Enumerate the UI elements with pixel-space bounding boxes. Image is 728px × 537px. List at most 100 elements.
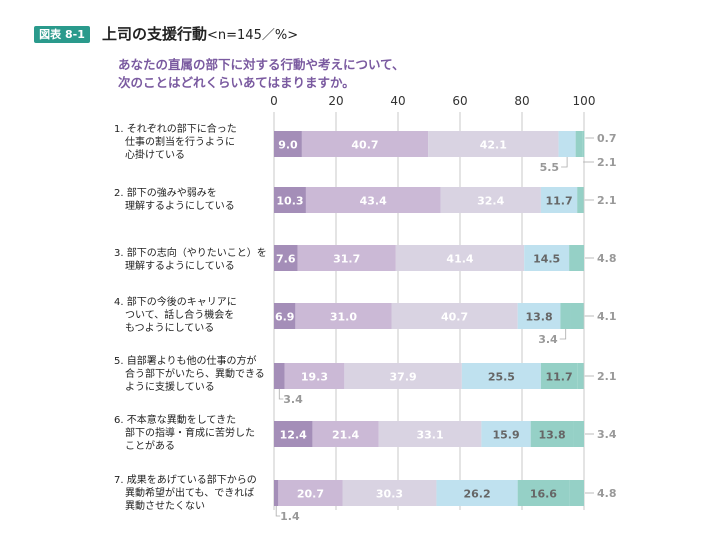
callout-line: [275, 506, 281, 517]
callout-line: [278, 389, 284, 400]
bar-segment: [312, 421, 379, 447]
row-label-line: 心掛けている: [125, 150, 185, 161]
row-label-line: 仕事の割当を行うように: [125, 137, 235, 148]
bar-segment: [344, 363, 462, 389]
data-label: 40.7: [441, 311, 468, 324]
data-label: 2.1: [597, 156, 617, 169]
bar-segment: [305, 187, 441, 213]
data-label: 1.4: [280, 510, 300, 523]
data-label: 2.1: [597, 370, 617, 383]
data-label: 4.8: [597, 487, 617, 500]
bar-segment: [274, 363, 285, 389]
title-subtitle: <n=145／%>: [207, 28, 299, 43]
row-label-line: 7. 成果をあげている部下からの: [114, 475, 257, 486]
bar-segment: [517, 303, 561, 329]
data-label: 7.6: [276, 253, 296, 266]
row-label-line: ついて、話し合う機会を: [125, 310, 235, 321]
row-label-line: 異動させたくない: [125, 501, 205, 512]
row-label-line: 部下の指導・育成に苦労した: [125, 428, 255, 439]
bar-segment: [378, 421, 482, 447]
data-label: 16.6: [530, 488, 557, 501]
row-label: 3. 部下の志向（やりたいこと）を理解するようにしている: [114, 247, 274, 273]
data-label: 43.4: [360, 195, 387, 208]
bar-segment: [297, 245, 396, 271]
data-label: 5.5: [540, 161, 560, 174]
bar-segment: [284, 363, 345, 389]
row-label-line: 2. 部下の強みや弱みを: [114, 188, 217, 199]
question-text: あなたの直属の部下に対する行動や考えについて、 次のことはどれくらいあてはまりま…: [118, 56, 478, 92]
row-label-line: 理解するようにしている: [125, 261, 235, 272]
x-tick-label: 100: [573, 94, 596, 108]
data-label: 2.1: [597, 194, 617, 207]
data-label: 6.9: [275, 311, 295, 324]
bar-segment: [274, 480, 279, 506]
bar-segment: [274, 245, 298, 271]
row-label-line: 理解するようにしている: [125, 201, 235, 212]
row-label-line: ことがある: [125, 441, 175, 452]
row-label-line: 1. それぞれの部下に合った: [114, 124, 237, 135]
bar-segment: [274, 187, 306, 213]
row-label-line: 3. 部下の志向（やりたいこと）を: [114, 248, 267, 259]
row-label-line: もつようにしている: [125, 323, 215, 334]
bar-segment: [274, 131, 302, 157]
bar-segment: [524, 245, 570, 271]
row-label-line: 4. 部下の今後のキャリアに: [114, 297, 237, 308]
data-label: 31.7: [333, 253, 360, 266]
bar-segment: [582, 131, 585, 157]
data-label: 11.7: [545, 371, 572, 384]
data-label: 12.4: [280, 429, 307, 442]
bar-segment: [278, 480, 343, 506]
title-text: 上司の支援行動: [102, 25, 208, 43]
bar-segment: [440, 187, 541, 213]
data-label: 14.5: [533, 253, 560, 266]
bar-segment: [558, 131, 576, 157]
data-label: 20.7: [297, 488, 324, 501]
row-label-line: 合う部下がいたら、異動できる: [125, 369, 265, 380]
x-tick-label: 80: [514, 94, 529, 108]
data-label: 21.4: [332, 429, 359, 442]
data-label: 3.4: [597, 428, 617, 441]
bar-segment: [461, 363, 541, 389]
row-label-line: 異動希望が出ても、できれば: [125, 488, 255, 499]
bar-segment: [570, 303, 584, 329]
data-label: 32.4: [477, 195, 504, 208]
bar-segment: [428, 131, 559, 157]
bar-segment: [274, 303, 296, 329]
callout-line: [559, 329, 567, 340]
data-label: 40.7: [351, 139, 378, 152]
row-label: 1. それぞれの部下に合った仕事の割当を行うように 心掛けている: [114, 123, 274, 162]
data-label: 19.3: [301, 371, 328, 384]
data-label: 30.3: [376, 488, 403, 501]
bar-segment: [301, 131, 429, 157]
x-tick-label: 40: [390, 94, 405, 108]
bar-segment: [577, 187, 584, 213]
x-tick-label: 60: [452, 94, 467, 108]
question-line-1: あなたの直属の部下に対する行動や考えについて、: [118, 57, 405, 72]
bar-segment: [342, 480, 437, 506]
figure-title: 上司の支援行動<n=145／%>: [102, 23, 298, 44]
bar-segment: [577, 363, 584, 389]
data-label: 4.8: [597, 252, 617, 265]
row-label-line: 6. 不本意な異動をしてきた: [114, 415, 237, 426]
data-label: 42.1: [480, 139, 507, 152]
data-label: 0.7: [597, 132, 617, 145]
bar-segment: [540, 187, 578, 213]
data-label: 13.8: [538, 429, 565, 442]
row-label: 5. 自部署よりも他の仕事の方が 合う部下がいたら、異動できる ように支援している: [114, 355, 274, 394]
bar-segment: [573, 421, 584, 447]
bar-segment: [560, 303, 571, 329]
bar-segment: [436, 480, 518, 506]
question-line-2: 次のことはどれくらいあてはまりますか。: [118, 75, 355, 90]
row-label-line: 5. 自部署よりも他の仕事の方が: [114, 356, 257, 367]
data-label: 13.8: [525, 311, 552, 324]
data-label: 4.1: [597, 310, 617, 323]
data-label: 25.5: [488, 371, 515, 384]
bar-segment: [391, 303, 518, 329]
x-tick-label: 0: [270, 94, 278, 108]
bar-segment: [395, 245, 525, 271]
data-label: 10.3: [276, 195, 303, 208]
data-label: 37.9: [390, 371, 417, 384]
bar-segment: [274, 421, 313, 447]
data-label: 15.9: [492, 429, 519, 442]
